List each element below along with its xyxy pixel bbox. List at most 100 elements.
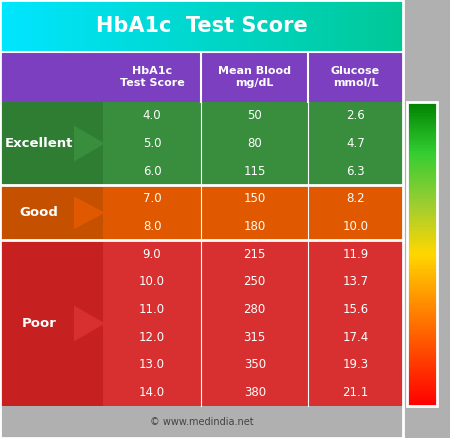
Bar	[334, 0, 338, 52]
Bar	[407, 252, 436, 254]
Bar	[407, 316, 436, 318]
Bar	[391, 0, 395, 52]
Bar	[407, 246, 436, 248]
Bar	[105, 0, 109, 52]
Bar	[374, 0, 378, 52]
Bar	[338, 0, 342, 52]
Bar	[407, 249, 436, 251]
Bar	[407, 324, 436, 326]
Bar	[407, 109, 436, 111]
Bar	[407, 367, 436, 368]
Bar	[407, 392, 436, 394]
Bar	[407, 233, 436, 234]
Text: Glucose
mmol/L: Glucose mmol/L	[331, 66, 380, 88]
Bar	[407, 155, 436, 157]
Bar	[407, 242, 436, 244]
Bar	[407, 307, 436, 309]
Bar	[407, 289, 436, 291]
Bar	[387, 0, 391, 52]
Text: 15.6: 15.6	[342, 303, 369, 316]
Bar	[103, 185, 202, 213]
Bar	[407, 138, 436, 140]
Bar	[407, 300, 436, 301]
Bar	[407, 261, 436, 263]
Bar	[407, 239, 436, 240]
Bar	[407, 400, 436, 402]
Text: 215: 215	[243, 248, 266, 261]
Bar	[407, 388, 436, 390]
Bar	[217, 0, 221, 52]
Bar	[181, 0, 185, 52]
Bar	[407, 129, 436, 131]
Bar	[407, 389, 436, 391]
Bar	[169, 0, 173, 52]
Bar	[407, 146, 436, 148]
Text: 115: 115	[243, 165, 266, 178]
Bar	[407, 263, 436, 265]
Bar	[308, 296, 403, 323]
Bar	[407, 135, 436, 137]
Bar	[359, 0, 363, 52]
Bar	[407, 140, 436, 141]
Bar	[117, 0, 121, 52]
Bar	[16, 0, 20, 52]
Bar	[113, 0, 117, 52]
Bar	[314, 0, 318, 52]
Bar	[24, 0, 28, 52]
Bar	[103, 130, 202, 157]
Bar	[407, 386, 436, 388]
Bar	[407, 301, 436, 303]
Bar	[165, 0, 169, 52]
Bar	[202, 351, 308, 379]
Text: 380: 380	[244, 386, 266, 399]
Bar	[407, 152, 436, 154]
Bar	[308, 130, 403, 157]
Bar	[407, 356, 436, 358]
Bar	[407, 269, 436, 271]
Bar	[28, 0, 32, 52]
Text: Poor: Poor	[22, 317, 56, 330]
Bar	[407, 115, 436, 117]
Bar	[407, 187, 436, 189]
Bar	[103, 351, 202, 379]
Text: 250: 250	[243, 276, 266, 289]
Bar	[0, 240, 103, 406]
Bar	[407, 213, 436, 215]
Bar	[407, 281, 436, 283]
Bar	[308, 379, 403, 406]
Bar	[407, 162, 436, 164]
Bar	[407, 172, 436, 173]
Bar	[407, 234, 436, 236]
Bar	[407, 173, 436, 175]
Bar	[407, 184, 436, 186]
Text: 13.7: 13.7	[342, 276, 369, 289]
Bar	[407, 161, 436, 163]
Bar	[330, 0, 334, 52]
Bar	[407, 144, 436, 146]
Bar	[407, 321, 436, 323]
Text: 12.0: 12.0	[139, 331, 165, 344]
Bar	[407, 280, 436, 282]
Bar	[72, 0, 76, 52]
Bar	[0, 406, 403, 438]
Bar	[407, 207, 436, 208]
Bar	[407, 106, 436, 108]
Bar	[407, 268, 436, 269]
Bar	[20, 0, 24, 52]
Bar	[0, 185, 103, 240]
Bar	[407, 134, 436, 135]
Bar	[103, 379, 202, 406]
Bar	[81, 0, 85, 52]
Bar	[407, 278, 436, 280]
Bar	[407, 335, 436, 336]
Bar	[407, 313, 436, 315]
Bar	[202, 157, 308, 185]
Bar	[407, 176, 436, 178]
Bar	[407, 188, 436, 191]
Bar	[121, 0, 125, 52]
Bar	[173, 0, 177, 52]
Bar	[407, 126, 436, 128]
Bar	[209, 0, 213, 52]
Bar	[270, 0, 274, 52]
Bar	[262, 0, 266, 52]
